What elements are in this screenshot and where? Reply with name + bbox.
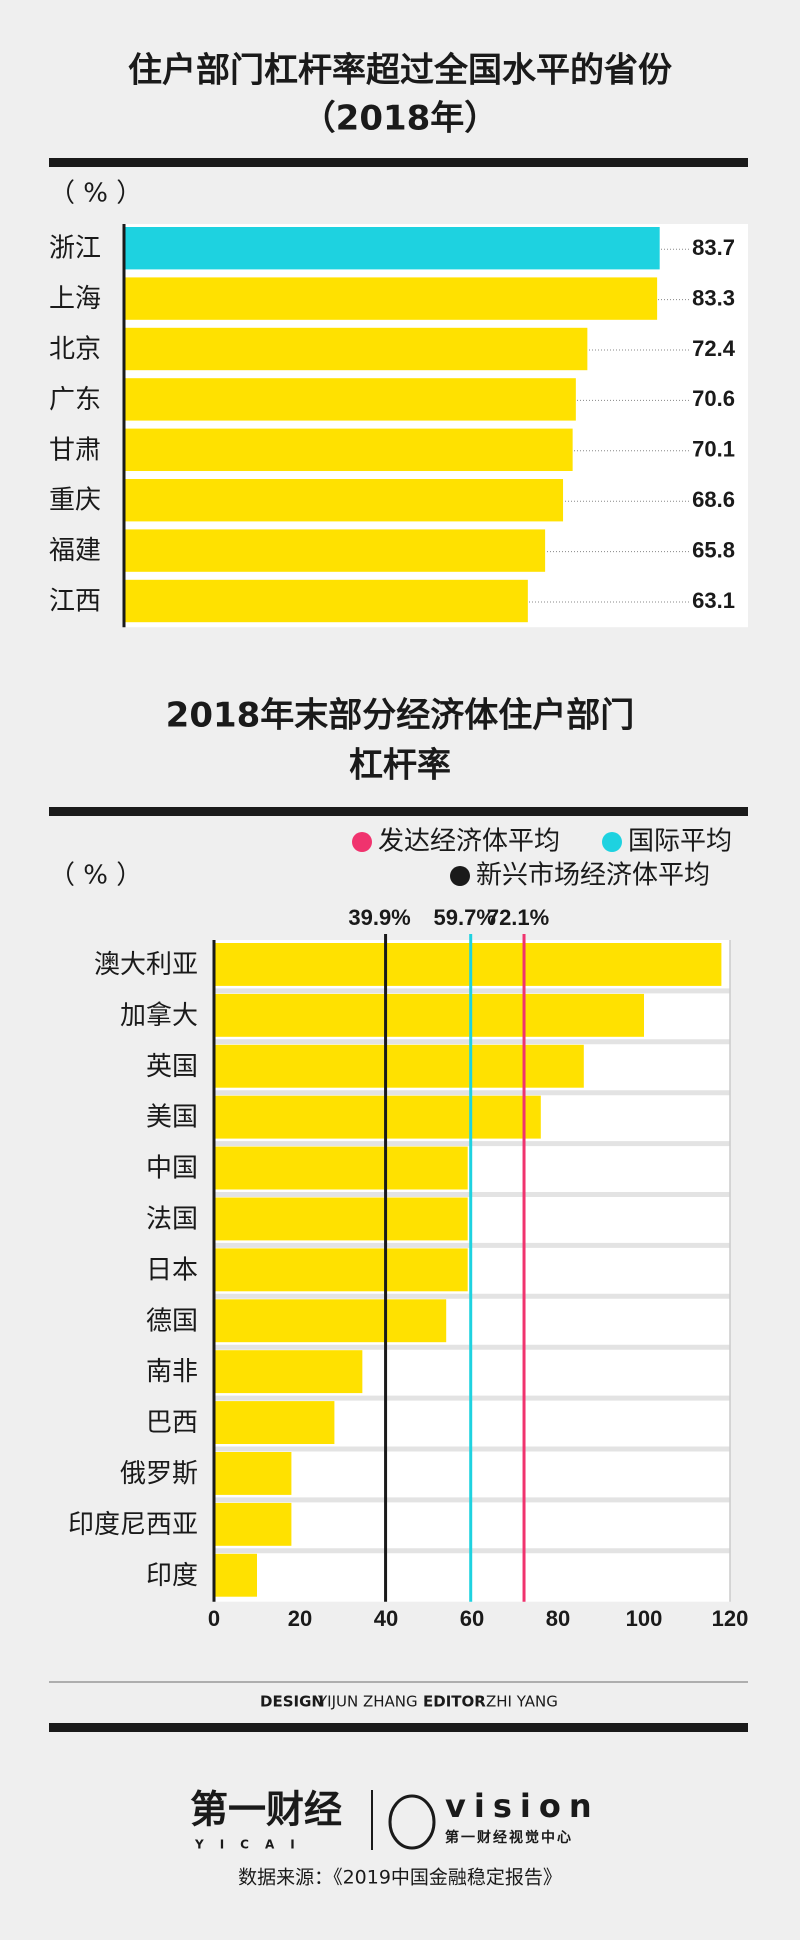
logo: 第一财经 — [190, 1788, 342, 1832]
bar — [214, 1401, 335, 1444]
rule — [49, 1723, 748, 1732]
category-label: 重庆 — [49, 486, 101, 516]
legend-marker — [352, 832, 372, 852]
bar — [124, 277, 658, 320]
value-label: 83.3 — [692, 285, 735, 310]
legend-label: 发达经济体平均 — [378, 827, 560, 857]
value-label: 70.1 — [692, 437, 735, 462]
bar — [124, 579, 528, 623]
bar — [214, 1452, 292, 1495]
brand-sub: 第一财经视觉中心 — [445, 1829, 573, 1846]
bar — [214, 993, 644, 1037]
category-label: 日本 — [146, 1255, 198, 1285]
bar — [124, 378, 576, 421]
x-tick-label: 120 — [712, 1606, 749, 1631]
category-label: 浙江 — [49, 234, 101, 264]
bar — [214, 1299, 447, 1343]
legend-label: 新兴市场经济体平均 — [476, 861, 710, 891]
bar — [124, 529, 546, 572]
value-label: 70.6 — [692, 386, 735, 411]
bar — [214, 1248, 468, 1292]
bar — [124, 227, 660, 270]
category-label: 印度 — [146, 1561, 198, 1591]
category-label: 广东 — [49, 385, 101, 415]
bar — [214, 1095, 541, 1139]
category-label: 南非 — [146, 1357, 198, 1387]
credit-name: YIJUN ZHANG — [317, 1693, 418, 1711]
category-label: 上海 — [49, 284, 101, 314]
category-label: 法国 — [146, 1204, 198, 1234]
source: 数据来源：《2019中国金融稳定报告》 — [238, 1867, 562, 1889]
rule — [49, 158, 748, 167]
chart-title: （2018年） — [302, 99, 499, 139]
brand: vision — [445, 1787, 600, 1825]
bar — [124, 327, 588, 371]
chart-title: 杠杆率 — [349, 746, 451, 786]
bar — [214, 1197, 468, 1241]
x-tick-label: 0 — [208, 1606, 220, 1631]
category-label: 甘肃 — [49, 435, 101, 465]
chart-title: 住户部门杠杆率超过全国水平的省份 — [128, 51, 672, 91]
value-label: 72.4 — [692, 336, 736, 361]
reference-label: 39.9% — [348, 905, 410, 930]
bar — [214, 1502, 292, 1546]
legend-marker — [602, 832, 622, 852]
category-label: 俄罗斯 — [120, 1459, 198, 1489]
bar — [214, 943, 722, 986]
value-label: 65.8 — [692, 537, 735, 562]
unit-label: （ % ） — [49, 861, 142, 891]
legend-marker — [450, 866, 470, 886]
category-label: 德国 — [146, 1306, 198, 1336]
value-label: 63.1 — [692, 588, 735, 613]
reference-label: 59.7% — [434, 905, 496, 930]
category-label: 英国 — [146, 1052, 198, 1082]
x-tick-label: 100 — [626, 1606, 663, 1631]
bar — [214, 1350, 363, 1394]
rule — [49, 807, 748, 816]
logo-sub: YICAI — [194, 1838, 311, 1852]
category-label: 中国 — [146, 1154, 198, 1184]
bar — [214, 1146, 468, 1190]
legend-label: 国际平均 — [628, 827, 732, 857]
category-label: 北京 — [49, 335, 101, 365]
category-label: 美国 — [146, 1103, 198, 1133]
value-label: 68.6 — [692, 487, 735, 512]
unit-label: （ % ） — [49, 179, 142, 209]
bar — [124, 428, 573, 471]
chart-title: 2018年末部分经济体住户部门 — [166, 696, 635, 736]
category-label: 福建 — [49, 536, 101, 566]
category-label: 印度尼西亚 — [68, 1510, 198, 1540]
bar — [214, 1044, 584, 1088]
x-tick-label: 20 — [288, 1606, 312, 1631]
credit-role: EDITOR — [423, 1693, 486, 1711]
x-tick-label: 80 — [546, 1606, 570, 1631]
category-label: 加拿大 — [120, 1001, 198, 1031]
category-label: 江西 — [49, 587, 101, 617]
bar — [124, 479, 564, 522]
category-label: 澳大利亚 — [94, 950, 198, 980]
x-tick-label: 60 — [460, 1606, 484, 1631]
x-tick-label: 40 — [374, 1606, 398, 1631]
category-label: 巴西 — [146, 1408, 198, 1438]
reference-label: 72.1% — [487, 905, 549, 930]
credit-name: ZHI YANG — [486, 1693, 558, 1711]
credit-role: DESIGN — [260, 1693, 324, 1711]
value-label: 83.7 — [692, 235, 735, 260]
brand-icon — [388, 1794, 436, 1850]
bar — [214, 1553, 257, 1597]
